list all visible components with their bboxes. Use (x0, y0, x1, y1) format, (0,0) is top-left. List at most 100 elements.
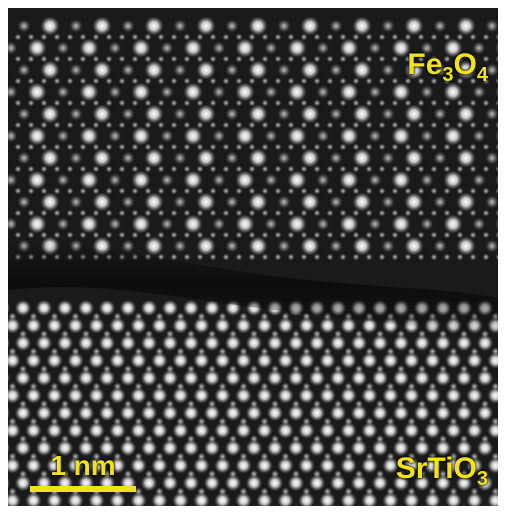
atom-column (352, 231, 360, 239)
atom-column (212, 173, 226, 187)
atom-column (131, 187, 139, 195)
atom-column (495, 55, 498, 63)
atom-column (67, 457, 84, 474)
atom-column (224, 334, 242, 352)
atom-column (391, 77, 399, 85)
atom-column (183, 82, 203, 102)
atom-column (67, 352, 84, 369)
atom-column (66, 143, 74, 151)
atom-column (79, 126, 99, 146)
atom-column (172, 422, 189, 439)
atom-column (340, 492, 357, 506)
atom-column (193, 352, 210, 369)
atom-column (482, 253, 490, 261)
atom-column (420, 173, 434, 187)
atom-column (131, 33, 139, 41)
atom-column (14, 209, 22, 217)
atom-column (8, 129, 18, 143)
atom-column (287, 77, 295, 85)
atom-column (40, 16, 60, 36)
atom-column (443, 33, 451, 41)
atom-column (487, 352, 498, 369)
atom-column (222, 143, 230, 151)
atom-column (222, 55, 230, 63)
atom-column (92, 121, 100, 129)
atom-column (56, 369, 74, 387)
atom-column (365, 165, 373, 173)
atom-column (27, 126, 47, 146)
atom-column (413, 404, 431, 422)
atom-column (235, 492, 252, 506)
atom-column (274, 121, 282, 129)
atom-column (455, 334, 473, 352)
atom-column (235, 77, 243, 85)
atom-column (417, 143, 425, 151)
scale-bar-label: 1 nm (50, 450, 116, 481)
atom-column (443, 38, 463, 58)
atom-column (261, 121, 269, 129)
atom-column (196, 77, 204, 85)
atom-column (495, 33, 498, 41)
atom-column (277, 352, 294, 369)
atom-column (398, 504, 404, 506)
atom-column (118, 187, 126, 195)
atom-column (8, 337, 11, 349)
atom-column (495, 129, 498, 143)
atom-column (445, 387, 462, 404)
atom-column (17, 195, 31, 209)
atom-column (56, 217, 70, 231)
atom-column (144, 16, 164, 36)
atom-column (274, 231, 282, 239)
atom-column (368, 129, 382, 143)
atom-column (92, 231, 100, 239)
atom-column (392, 439, 410, 457)
atom-column (378, 33, 386, 41)
atom-column (424, 457, 441, 474)
atom-column (404, 236, 424, 256)
atom-column (27, 165, 35, 173)
atom-column (203, 369, 221, 387)
atom-column (443, 55, 451, 63)
atom-column (119, 299, 137, 317)
atom-column (277, 387, 294, 404)
atom-column (144, 60, 164, 80)
atom-column (404, 60, 424, 80)
atom-column (417, 165, 425, 173)
atom-column (40, 99, 48, 107)
atom-column (119, 404, 137, 422)
atom-column (445, 352, 462, 369)
atom-column (469, 231, 477, 239)
atom-column (77, 299, 95, 317)
atom-column (79, 33, 87, 41)
atom-column (469, 253, 477, 261)
atom-column (170, 55, 178, 63)
atom-column (313, 99, 321, 107)
atom-column (119, 369, 137, 387)
atom-column (131, 99, 139, 107)
atom-column (144, 33, 152, 41)
atom-column (274, 99, 282, 107)
atom-column (245, 404, 263, 422)
atom-column (298, 422, 315, 439)
atom-column (495, 209, 498, 217)
atom-column (316, 173, 330, 187)
atom-column (420, 41, 434, 55)
atom-column (108, 217, 122, 231)
atom-column (118, 231, 126, 239)
atom-column (495, 217, 498, 231)
atom-column (14, 369, 32, 387)
atom-column (350, 334, 368, 352)
atom-column (495, 99, 498, 107)
atom-column (196, 99, 204, 107)
atom-column (109, 457, 126, 474)
atom-column (350, 439, 368, 457)
atom-column (235, 209, 243, 217)
atom-column (235, 170, 255, 190)
atom-column (8, 407, 11, 419)
atom-column (264, 217, 278, 231)
atom-column (434, 404, 452, 422)
atom-column (225, 19, 239, 33)
atom-column (27, 214, 47, 234)
atom-column (235, 317, 252, 334)
fe3o4-label-sub2: 4 (476, 64, 488, 86)
